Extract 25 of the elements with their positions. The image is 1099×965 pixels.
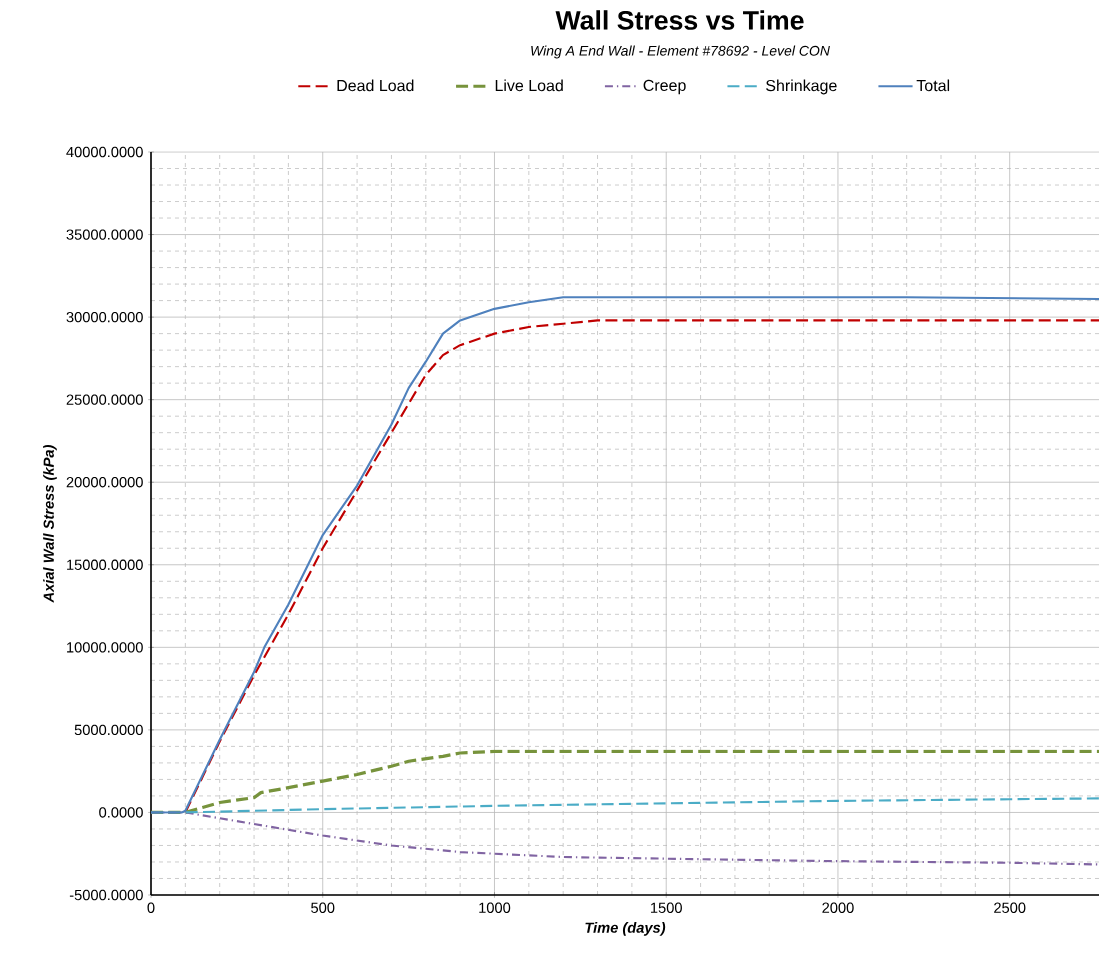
y-tick-label: 25000.0000 xyxy=(66,394,143,405)
legend-label: Shrinkage xyxy=(766,79,837,95)
legend-label: Total xyxy=(916,79,950,92)
y-tick-label: 20000.0000 xyxy=(66,477,143,488)
y-tick-label: 10000.0000 xyxy=(67,642,143,653)
y-tick-label: -5000.0000 xyxy=(69,889,143,901)
y-axis-title: Axial Wall Stress (kPa) xyxy=(43,445,57,603)
x-axis-title: Time (days) xyxy=(585,922,666,936)
y-tick-label: 0.0000 xyxy=(99,807,143,818)
chart-subtitle: Wing A End Wall - Element #78692 - Level CON xyxy=(531,45,830,59)
x-tick-label: 2500 xyxy=(994,902,1026,913)
x-tick-label: 2000 xyxy=(822,902,854,913)
y-tick-label: 5000.0000 xyxy=(74,724,143,736)
y-tick-label: 40000.0000 xyxy=(66,146,143,158)
legend-label: Creep xyxy=(643,79,686,95)
chart-title: Wall Stress vs Time xyxy=(555,10,804,30)
x-tick-label: 500 xyxy=(311,902,335,913)
legend-label: Dead Load xyxy=(337,79,414,92)
x-tick-label: 1000 xyxy=(479,902,511,913)
y-tick-label: 35000.0000 xyxy=(66,229,143,240)
x-tick-label: 1500 xyxy=(651,902,682,913)
y-tick-label: 15000.0000 xyxy=(67,559,143,570)
legend-label: Live Load xyxy=(495,79,563,92)
x-tick-label: 0 xyxy=(147,902,155,913)
y-tick-label: 30000.0000 xyxy=(66,311,143,323)
